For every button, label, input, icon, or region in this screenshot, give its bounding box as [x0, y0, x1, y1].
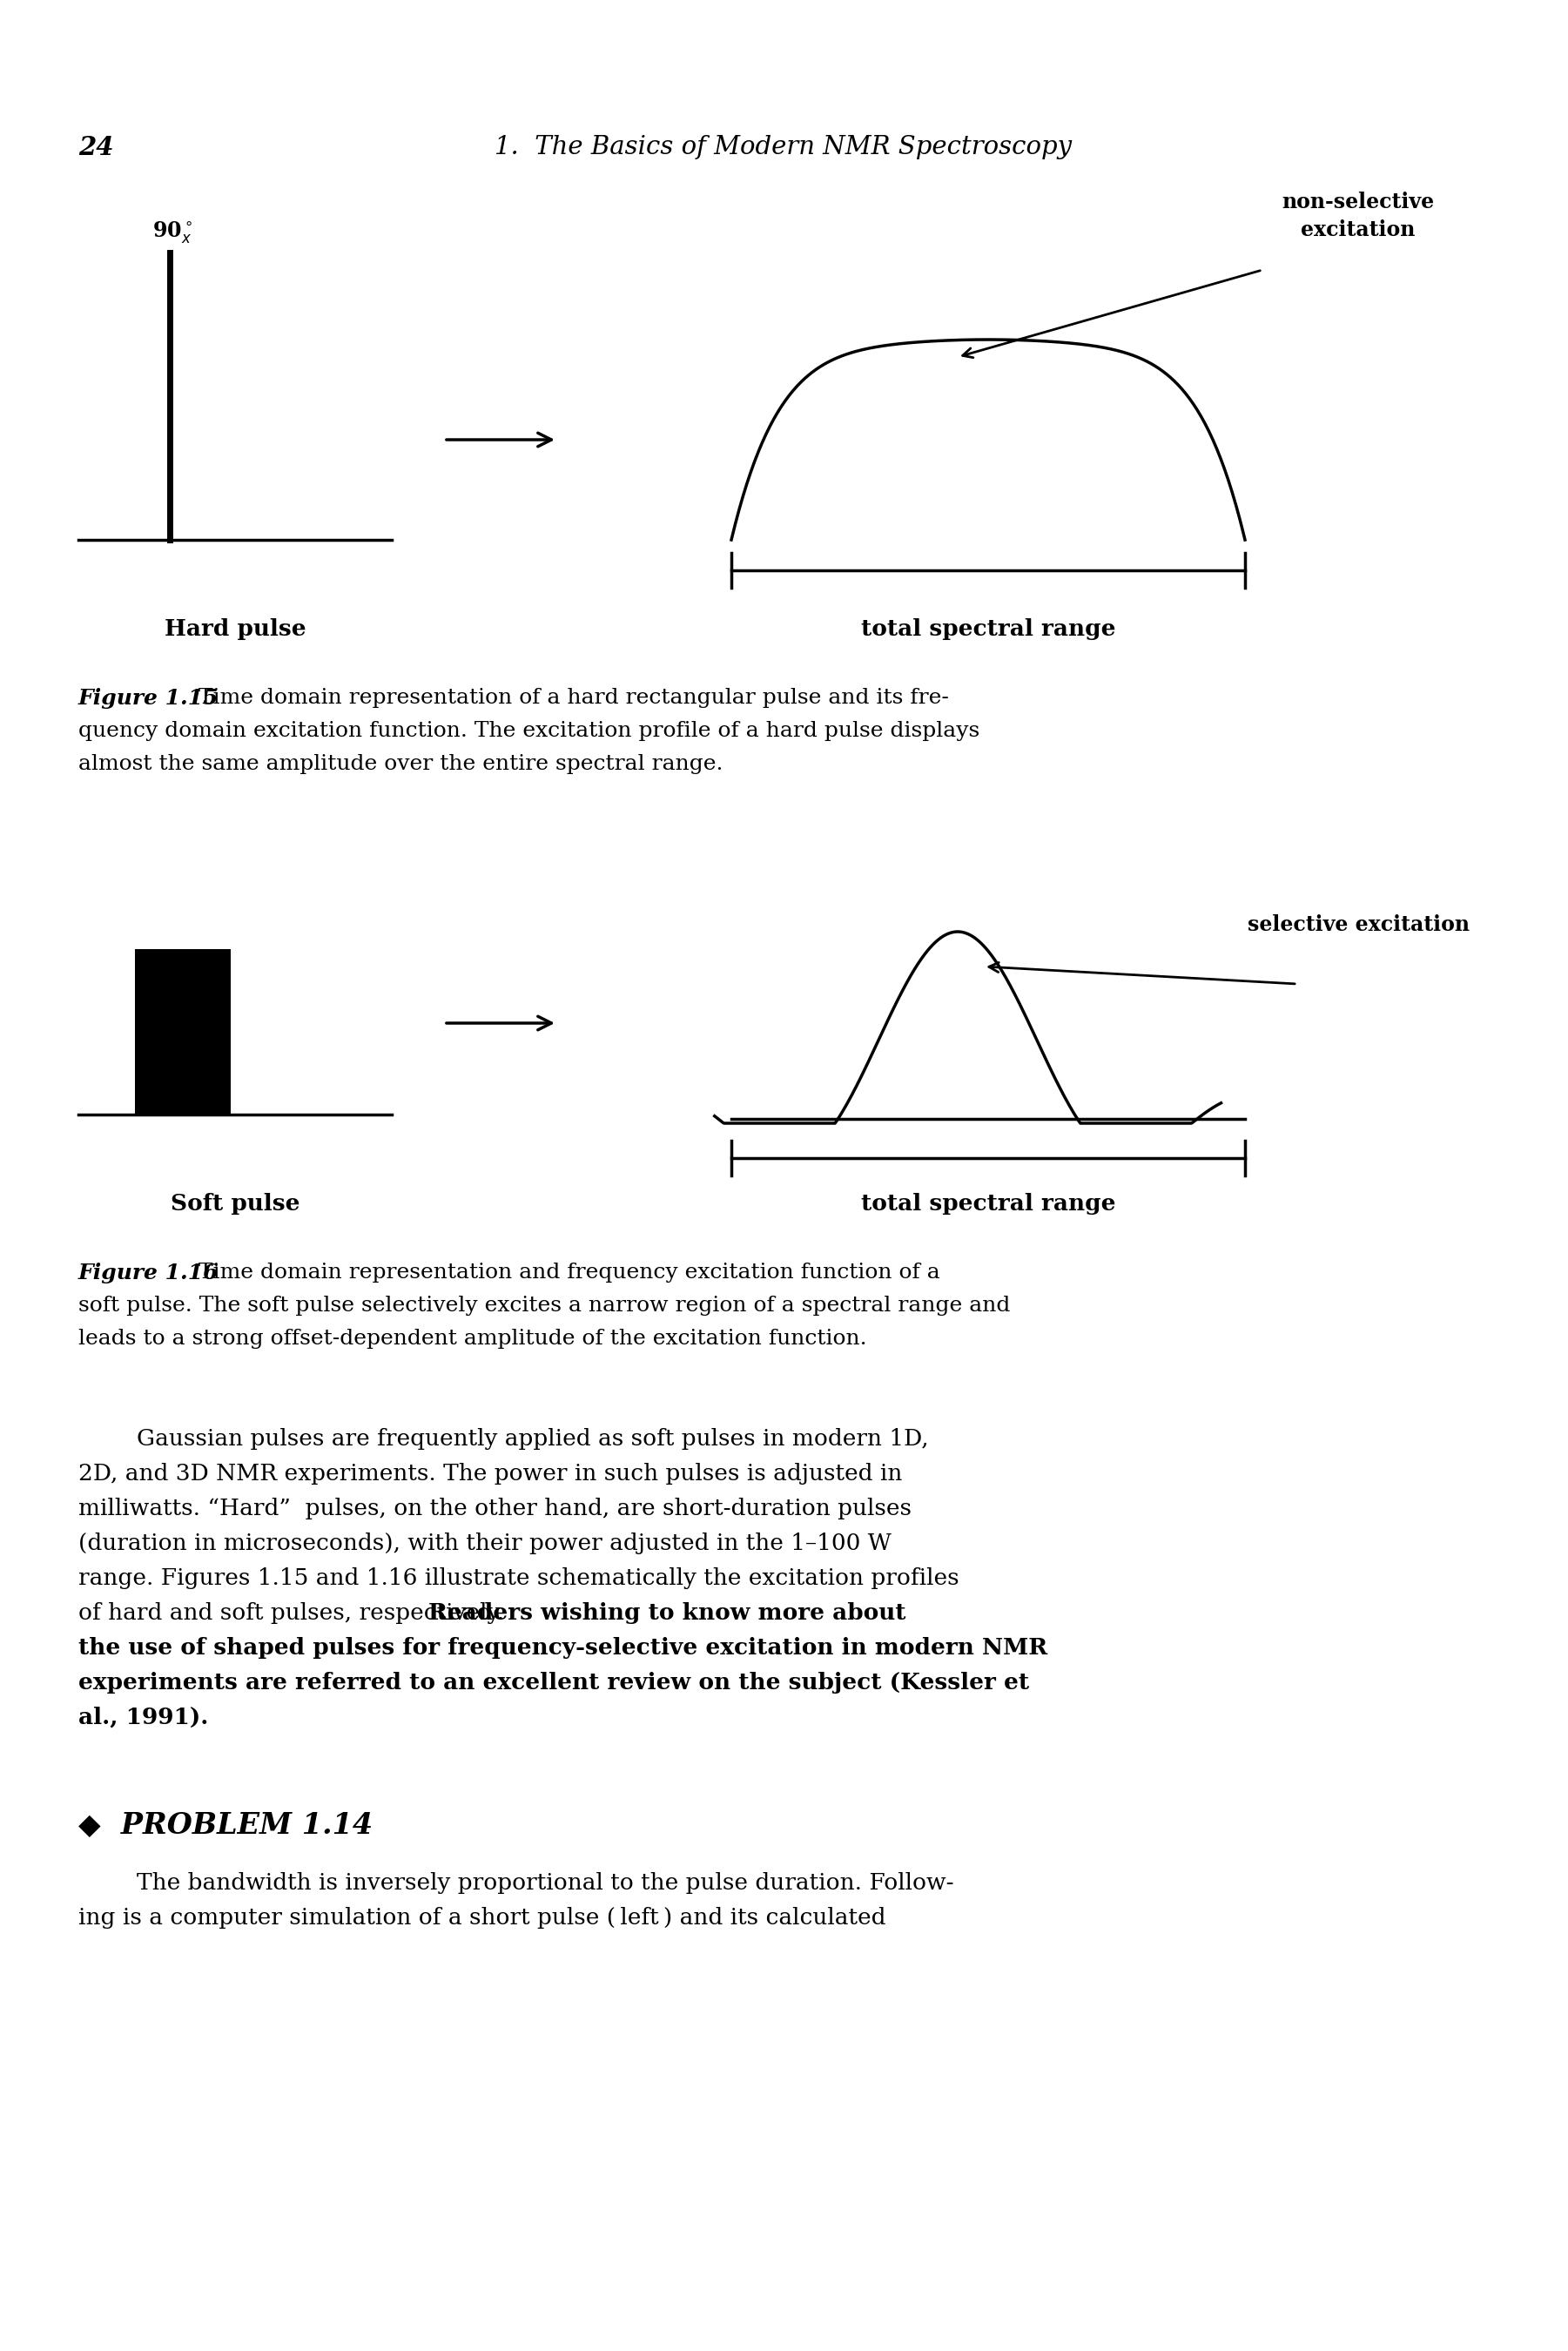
Text: Soft pulse: Soft pulse	[171, 1192, 299, 1215]
Text: 2D, and 3D NMR experiments. The power in such pulses is adjusted in: 2D, and 3D NMR experiments. The power in…	[78, 1462, 902, 1483]
Bar	[135, 950, 230, 1114]
Text: 24: 24	[78, 134, 113, 160]
Text: ing is a computer simulation of a short pulse ( left ) and its calculated: ing is a computer simulation of a short …	[78, 1907, 886, 1928]
Text: milliwatts. “Hard”  pulses, on the other hand, are short-duration pulses: milliwatts. “Hard” pulses, on the other …	[78, 1498, 911, 1519]
Text: experiments are referred to an excellent review on the subject (Kessler et: experiments are referred to an excellent…	[78, 1672, 1029, 1693]
Text: Figure 1.15: Figure 1.15	[78, 689, 220, 708]
Text: non-selective
excitation: non-selective excitation	[1283, 190, 1435, 240]
Text: Figure 1.16: Figure 1.16	[78, 1262, 220, 1284]
Text: selective excitation: selective excitation	[1247, 915, 1469, 936]
Text: soft pulse. The soft pulse selectively excites a narrow region of a spectral ran: soft pulse. The soft pulse selectively e…	[78, 1295, 1010, 1317]
Text: range. Figures 1.15 and 1.16 illustrate schematically the excitation profiles: range. Figures 1.15 and 1.16 illustrate …	[78, 1568, 960, 1589]
Text: total spectral range: total spectral range	[861, 1192, 1115, 1215]
Text: almost the same amplitude over the entire spectral range.: almost the same amplitude over the entir…	[78, 755, 723, 773]
Text: quency domain excitation function. The excitation profile of a hard pulse displa: quency domain excitation function. The e…	[78, 722, 980, 741]
Text: Gaussian pulses are frequently applied as soft pulses in modern 1D,: Gaussian pulses are frequently applied a…	[78, 1427, 928, 1451]
Text: 90$^\circ_x$: 90$^\circ_x$	[152, 221, 193, 245]
Text: ◆  PROBLEM 1.14: ◆ PROBLEM 1.14	[78, 1810, 373, 1841]
Text: The bandwidth is inversely proportional to the pulse duration. Follow-: The bandwidth is inversely proportional …	[78, 1871, 953, 1895]
Text: leads to a strong offset-dependent amplitude of the excitation function.: leads to a strong offset-dependent ampli…	[78, 1328, 867, 1349]
Text: 1.  The Basics of Modern NMR Spectroscopy: 1. The Basics of Modern NMR Spectroscopy	[495, 134, 1073, 160]
Text: (duration in microseconds), with their power adjusted in the 1–100 W: (duration in microseconds), with their p…	[78, 1533, 892, 1554]
Text: Time domain representation of a hard rectangular pulse and its fre-: Time domain representation of a hard rec…	[185, 689, 949, 708]
Text: al., 1991).: al., 1991).	[78, 1707, 209, 1728]
Text: Time domain representation and frequency excitation function of a: Time domain representation and frequency…	[185, 1262, 941, 1284]
Text: Readers wishing to know more about: Readers wishing to know more about	[428, 1601, 906, 1625]
Text: of hard and soft pulses, respectively.: of hard and soft pulses, respectively.	[78, 1601, 511, 1625]
Text: the use of shaped pulses for frequency-selective excitation in modern NMR: the use of shaped pulses for frequency-s…	[78, 1636, 1047, 1660]
Text: total spectral range: total spectral range	[861, 618, 1115, 639]
Text: Hard pulse: Hard pulse	[165, 618, 306, 639]
